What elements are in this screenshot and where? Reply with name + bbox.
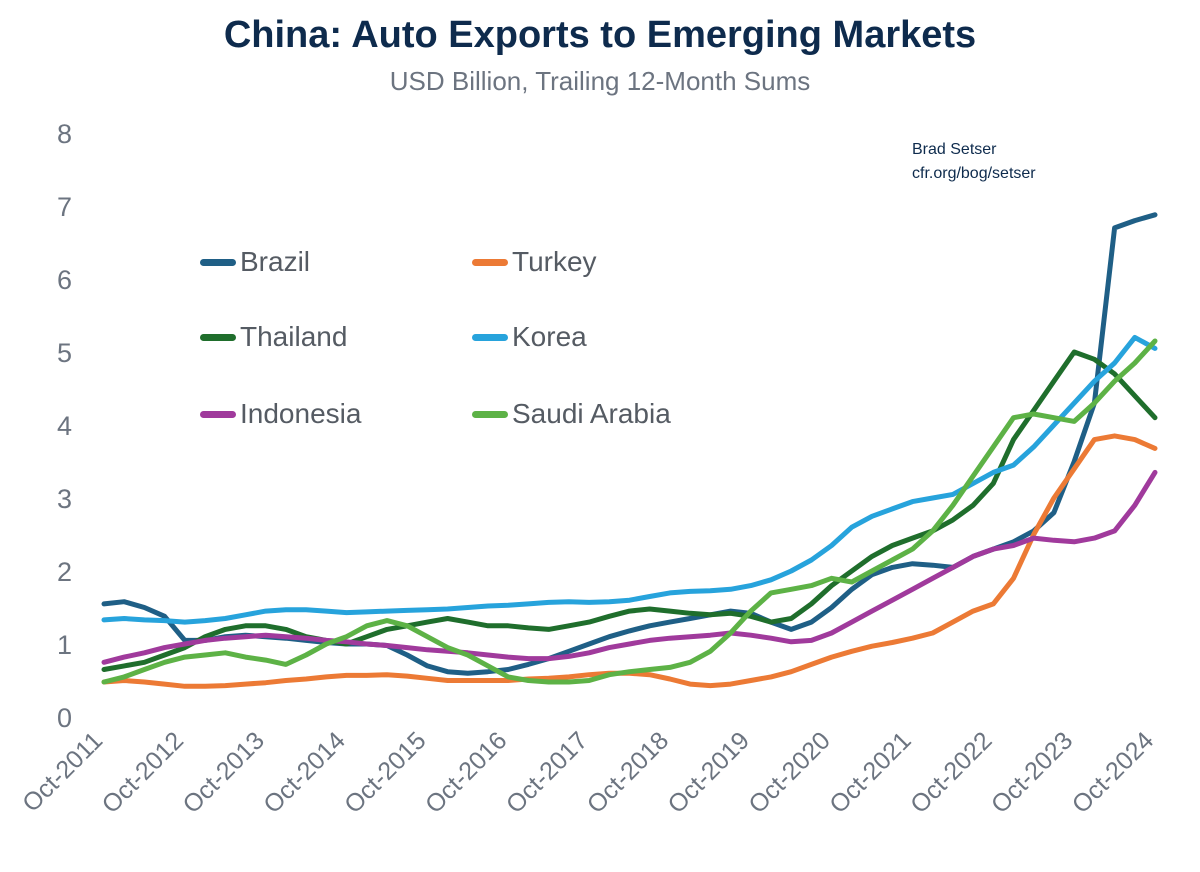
x-tick-label: Oct-2018 bbox=[582, 726, 675, 819]
legend-label: Saudi Arabia bbox=[512, 398, 671, 429]
x-tick-label: Oct-2013 bbox=[177, 726, 270, 819]
legend-item-brazil: Brazil bbox=[200, 244, 310, 280]
legend-swatch bbox=[472, 258, 508, 266]
x-tick-label: Oct-2020 bbox=[743, 726, 836, 819]
legend-label: Indonesia bbox=[240, 398, 362, 429]
legend-item-turkey: Turkey bbox=[472, 244, 597, 280]
legend-item-thailand: Thailand bbox=[200, 319, 347, 355]
legend-swatch bbox=[200, 258, 236, 266]
legend-item-korea: Korea bbox=[472, 319, 587, 355]
source-note: Brad Setser cfr.org/bog/setser bbox=[912, 138, 1036, 186]
y-tick-label: 1 bbox=[57, 630, 72, 660]
x-tick-label: Oct-2022 bbox=[905, 726, 998, 819]
y-axis: 0 1 2 3 4 5 6 7 8 bbox=[57, 119, 72, 733]
chart-subtitle: USD Billion, Trailing 12-Month Sums bbox=[389, 66, 811, 96]
y-tick-label: 0 bbox=[57, 703, 72, 733]
legend-item-indonesia: Indonesia bbox=[200, 396, 361, 432]
series-line-indonesia bbox=[101, 469, 1158, 665]
legend-label: Korea bbox=[512, 321, 587, 352]
x-tick-label: Oct-2017 bbox=[501, 726, 594, 819]
legend-swatch bbox=[200, 410, 236, 418]
chart-title: China: Auto Exports to Emerging Markets bbox=[223, 14, 977, 56]
source-author: Brad Setser bbox=[912, 141, 997, 158]
x-tick-label: Oct-2019 bbox=[662, 726, 755, 819]
x-tick-label: Oct-2023 bbox=[986, 726, 1079, 819]
series-line-thailand bbox=[101, 349, 1158, 672]
x-tick-label: Oct-2024 bbox=[1067, 726, 1160, 819]
x-tick-label: Oct-2021 bbox=[824, 726, 917, 819]
y-tick-label: 6 bbox=[57, 265, 72, 295]
legend-swatch bbox=[472, 333, 508, 341]
series-line-korea bbox=[101, 334, 1158, 625]
y-tick-label: 8 bbox=[57, 119, 72, 149]
legend-label: Brazil bbox=[240, 246, 311, 277]
x-tick-label: Oct-2014 bbox=[258, 726, 351, 819]
legend-swatch bbox=[472, 410, 508, 418]
x-tick-label: Oct-2016 bbox=[420, 726, 513, 819]
x-tick-label: Oct-2012 bbox=[97, 726, 190, 819]
legend-label: Thailand bbox=[240, 321, 348, 352]
source-url: cfr.org/bog/setser bbox=[912, 165, 1036, 182]
x-tick-label: Oct-2011 bbox=[17, 726, 108, 817]
series-lines bbox=[101, 212, 1158, 689]
y-tick-label: 4 bbox=[57, 411, 72, 441]
legend-item-saudi-arabia: Saudi Arabia bbox=[472, 396, 671, 432]
x-tick-label: Oct-2015 bbox=[339, 726, 432, 819]
legend-swatch bbox=[200, 333, 236, 341]
x-axis: Oct-2011Oct-2012Oct-2013Oct-2014Oct-2015… bbox=[17, 726, 1159, 819]
y-tick-label: 2 bbox=[57, 557, 72, 587]
y-tick-label: 3 bbox=[57, 484, 72, 514]
legend-label: Turkey bbox=[512, 246, 597, 277]
series-line-saudi-arabia bbox=[101, 338, 1158, 685]
y-tick-label: 7 bbox=[57, 192, 72, 222]
y-tick-label: 5 bbox=[57, 338, 72, 368]
